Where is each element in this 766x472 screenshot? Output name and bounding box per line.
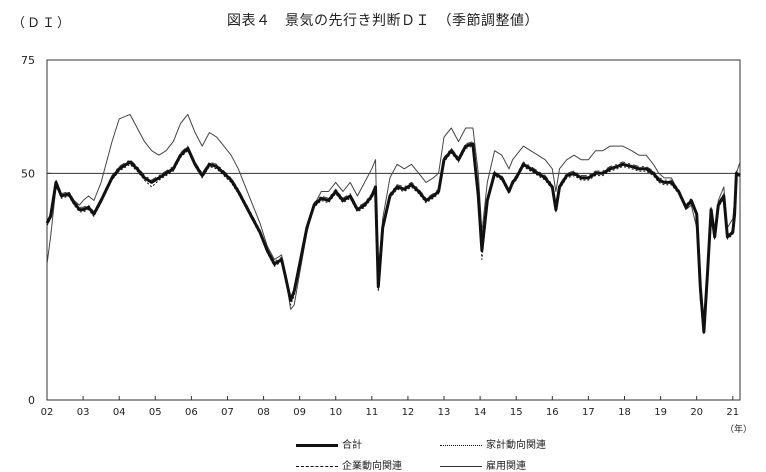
x-tick-label: 21 <box>726 407 739 418</box>
series-line-thin <box>47 114 740 327</box>
legend-item-employment: 雇用関連 <box>440 457 526 472</box>
x-tick-label: 12 <box>402 407 415 418</box>
x-tick-label: 09 <box>293 407 306 418</box>
legend-label-employment: 雇用関連 <box>486 461 526 472</box>
series-line-dotted <box>47 146 740 334</box>
x-tick-label: 07 <box>221 407 234 418</box>
x-tick-label: 03 <box>77 407 90 418</box>
x-tick-label: 13 <box>438 407 451 418</box>
plot-frame <box>47 60 740 400</box>
x-tick-label: 19 <box>654 407 667 418</box>
legend-item-total: 合計 <box>296 436 362 451</box>
x-tick-label: 11 <box>365 407 378 418</box>
x-tick-label: 06 <box>185 407 198 418</box>
x-tick-label: 14 <box>474 407 487 418</box>
legend-swatch-dashdot <box>296 466 338 467</box>
x-tick-label: 04 <box>113 407 126 418</box>
x-tick-label: 02 <box>41 407 54 418</box>
legend-label-corporate: 企業動向関連 <box>342 461 402 472</box>
y-tick-label: 0 <box>28 394 35 407</box>
x-tick-label: 17 <box>582 407 595 418</box>
legend-item-corporate: 企業動向関連 <box>296 457 402 472</box>
legend-item-household: 家計動向関連 <box>440 436 546 451</box>
x-tick-label: 05 <box>149 407 162 418</box>
x-tick-label: 16 <box>546 407 559 418</box>
series-line-dashdot <box>47 142 740 328</box>
y-tick-label: 75 <box>21 54 35 67</box>
x-tick-label: 10 <box>329 407 342 418</box>
legend-label-household: 家計動向関連 <box>486 440 546 451</box>
legend-label-total: 合計 <box>342 440 362 451</box>
x-tick-label: 18 <box>618 407 631 418</box>
legend-swatch-thin <box>440 466 482 467</box>
legend-swatch-thick <box>296 444 338 447</box>
y-tick-label: 50 <box>21 167 35 180</box>
x-tick-label: 15 <box>510 407 523 418</box>
x-tick-label: 08 <box>257 407 270 418</box>
x-tick-label: 20 <box>690 407 703 418</box>
legend-swatch-dotted <box>440 445 482 446</box>
